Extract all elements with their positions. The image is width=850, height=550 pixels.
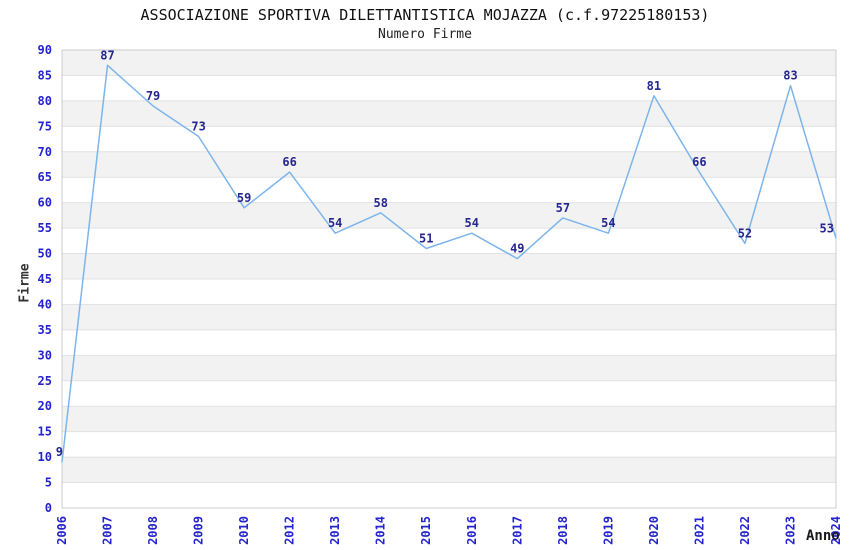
data-point-label: 83: [783, 69, 797, 83]
data-point-label: 66: [282, 155, 296, 169]
x-tick-label: 2012: [283, 516, 297, 545]
x-tick-label: 2024: [829, 516, 843, 545]
y-tick-label: 65: [38, 170, 52, 184]
x-tick-label: 2020: [647, 516, 661, 545]
y-tick-label: 70: [38, 145, 52, 159]
y-tick-label: 15: [38, 425, 52, 439]
data-point-label: 59: [237, 191, 251, 205]
x-tick-label: 2017: [510, 516, 524, 545]
plot-band: [62, 406, 836, 432]
data-point-label: 57: [556, 201, 570, 215]
x-axis-title: Anno: [806, 528, 840, 544]
x-tick-label: 2006: [55, 516, 69, 545]
x-tick-label: 2022: [738, 516, 752, 545]
plot-band: [62, 100, 836, 127]
x-tick-label: 2021: [692, 516, 706, 545]
y-tick-label: 55: [38, 221, 52, 235]
data-point-label: 58: [373, 196, 387, 210]
x-tick-label: 2016: [465, 516, 479, 545]
y-tick-label: 35: [38, 323, 52, 337]
data-point-label: 49: [510, 242, 524, 256]
data-point-label: 54: [601, 216, 615, 230]
x-tick-label: 2009: [192, 516, 206, 545]
series-line: [61, 64, 837, 463]
x-tick-label: 2018: [556, 516, 570, 545]
plot-band: [62, 253, 836, 279]
y-tick-label: 10: [38, 450, 52, 464]
y-tick-label: 75: [38, 119, 52, 133]
data-point-label: 53: [820, 221, 834, 235]
plot-band: [62, 355, 836, 381]
y-tick-label: 50: [38, 247, 52, 261]
y-axis-title: Firme: [17, 263, 33, 303]
y-tick-label: 40: [38, 297, 52, 311]
data-point-label: 54: [328, 216, 342, 230]
plot-band: [62, 151, 836, 178]
data-point-label: 51: [419, 231, 433, 245]
y-tick-label: 85: [38, 68, 52, 82]
y-tick-label: 80: [38, 94, 52, 108]
chart-title: ASSOCIAZIONE SPORTIVA DILETTANTISTICA MO…: [140, 6, 710, 24]
y-tick-label: 30: [38, 348, 52, 362]
x-tick-label: 2015: [419, 516, 433, 545]
data-point-label: 52: [738, 226, 752, 240]
x-tick-label: 2007: [101, 516, 115, 545]
y-tick-label: 45: [38, 272, 52, 286]
data-point-label: 54: [465, 216, 479, 230]
x-tick-label: 2019: [601, 516, 615, 545]
y-tick-label: 60: [38, 196, 52, 210]
data-point-label: 9: [56, 445, 63, 459]
y-tick-label: 20: [38, 399, 52, 413]
x-tick-label: 2013: [328, 516, 342, 545]
y-tick-label: 0: [45, 501, 52, 515]
x-tick-label: 2010: [237, 516, 251, 545]
y-tick-label: 90: [38, 43, 52, 57]
data-point-label: 87: [100, 48, 114, 62]
x-tick-label: 2014: [374, 516, 388, 545]
chart-subtitle: Numero Firme: [378, 27, 472, 42]
plot-band: [62, 457, 836, 483]
y-tick-label: 5: [45, 476, 52, 490]
data-point-label: 79: [146, 89, 160, 103]
data-point-label: 66: [692, 155, 706, 169]
plot-band: [62, 50, 836, 76]
plot-band: [62, 304, 836, 330]
x-tick-label: 2008: [146, 516, 160, 545]
data-point-label: 81: [647, 79, 661, 93]
x-tick-label: 2023: [783, 516, 797, 545]
data-point-label: 73: [191, 120, 205, 134]
plot-band: [62, 202, 836, 229]
y-tick-label: 25: [38, 374, 52, 388]
plot-border: [61, 49, 837, 509]
